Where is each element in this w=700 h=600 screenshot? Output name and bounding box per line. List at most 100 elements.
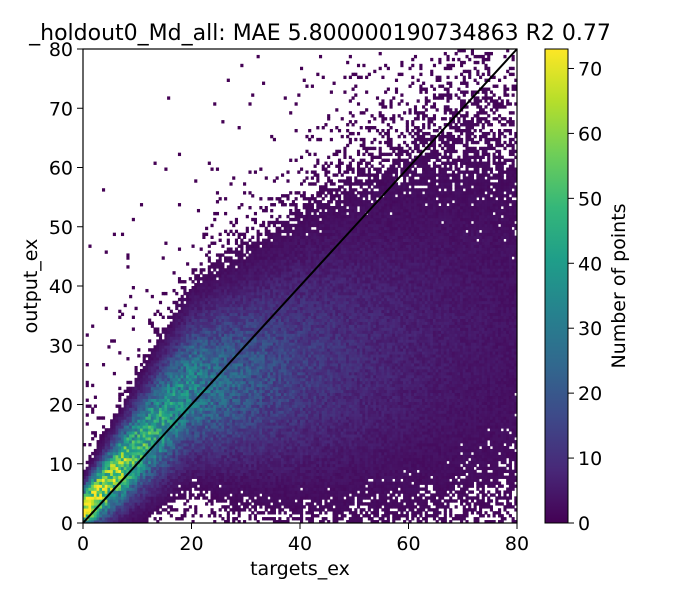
heatmap-cell — [251, 294, 255, 299]
heatmap-cell — [186, 484, 190, 488]
heatmap-cell — [234, 457, 239, 462]
heatmap-cell — [272, 451, 276, 456]
heatmap-cell — [199, 374, 203, 379]
heatmap-cell — [215, 262, 220, 266]
heatmap-cell — [221, 291, 225, 296]
heatmap-cell — [267, 428, 271, 432]
heatmap-cell — [275, 460, 279, 465]
heatmap-cell — [115, 419, 119, 423]
heatmap-cell — [259, 448, 263, 453]
heatmap-cell — [256, 354, 260, 358]
heatmap-cell — [172, 466, 176, 471]
heatmap-cell — [150, 440, 154, 444]
heatmap-cell — [104, 490, 108, 494]
heatmap-cell — [234, 386, 239, 391]
heatmap-cell — [275, 330, 279, 334]
heatmap-cell — [232, 469, 236, 474]
heatmap-cell — [270, 342, 274, 346]
heatmap-cell — [259, 300, 263, 305]
heatmap-cell — [272, 499, 276, 503]
heatmap-cell — [186, 327, 190, 331]
heatmap-cell — [115, 517, 119, 521]
heatmap-cell — [188, 428, 192, 432]
heatmap-cell — [85, 514, 89, 518]
heatmap-cell — [218, 303, 222, 308]
heatmap-cell — [175, 413, 179, 417]
heatmap-cell — [256, 496, 260, 500]
heatmap-cell — [215, 280, 220, 284]
heatmap-cell — [245, 401, 249, 405]
heatmap-cell — [215, 365, 220, 370]
heatmap-cell — [131, 448, 135, 453]
heatmap-cell — [270, 428, 274, 432]
heatmap-cell — [177, 309, 182, 314]
heatmap-cell — [256, 271, 260, 275]
heatmap-cell — [134, 368, 138, 373]
heatmap-cell — [186, 333, 190, 337]
heatmap-cell — [164, 478, 168, 482]
heatmap-cell — [188, 413, 192, 417]
heatmap-cell — [237, 395, 241, 399]
heatmap-cell — [221, 327, 225, 331]
heatmap-cell — [207, 345, 211, 349]
heatmap-cell — [156, 309, 160, 314]
heatmap-cell — [226, 241, 230, 245]
heatmap-cell — [167, 368, 171, 373]
heatmap-cell — [150, 472, 154, 476]
heatmap-cell — [215, 327, 220, 331]
heatmap-cell — [248, 451, 252, 456]
heatmap-cell — [275, 431, 279, 435]
heatmap-cell — [153, 457, 157, 462]
heatmap-cell — [142, 422, 146, 426]
heatmap-cell — [202, 312, 206, 317]
heatmap-cell — [229, 291, 233, 296]
heatmap-cell — [83, 469, 87, 474]
heatmap-cell — [243, 508, 247, 512]
heatmap-cell — [240, 425, 244, 429]
heatmap-cell — [118, 419, 122, 423]
heatmap-cell — [196, 288, 201, 293]
heatmap-cell — [259, 321, 263, 325]
heatmap-cell — [145, 496, 149, 500]
heatmap-cell — [194, 312, 198, 317]
heatmap-cell — [253, 463, 257, 468]
heatmap-cell — [196, 318, 201, 322]
heatmap-cell — [205, 395, 209, 399]
heatmap-cell — [129, 416, 133, 420]
heatmap-cell — [191, 466, 195, 471]
heatmap-cell — [134, 413, 138, 417]
heatmap-cell — [180, 324, 184, 328]
heatmap-cell — [272, 315, 276, 319]
heatmap-cell — [205, 274, 209, 278]
heatmap-cell — [202, 487, 206, 491]
heatmap-cell — [264, 360, 268, 364]
heatmap-cell — [245, 294, 249, 299]
heatmap-cell — [129, 386, 133, 391]
heatmap-cell — [251, 395, 255, 399]
heatmap-cell — [232, 502, 236, 506]
heatmap-cell — [205, 277, 209, 281]
heatmap-cell — [243, 392, 247, 397]
heatmap-cell — [245, 466, 249, 471]
heatmap-cell — [137, 425, 141, 429]
heatmap-cell — [270, 271, 274, 275]
heatmap-cell — [210, 407, 214, 411]
heatmap-cell — [150, 434, 154, 438]
heatmap-cell — [278, 348, 282, 352]
heatmap-cell — [270, 321, 274, 325]
heatmap-cell — [218, 336, 222, 340]
heatmap-cell — [275, 336, 279, 340]
heatmap-cell — [196, 306, 201, 311]
heatmap-cell — [186, 445, 190, 450]
heatmap-cell — [256, 277, 260, 281]
heatmap-cell — [232, 377, 236, 382]
heatmap-cell — [188, 454, 192, 459]
heatmap-cell — [142, 410, 146, 414]
heatmap-cell — [207, 395, 211, 399]
heatmap-cell — [156, 339, 160, 343]
heatmap-cell — [248, 294, 252, 299]
heatmap-cell — [139, 487, 144, 491]
heatmap-cell — [253, 484, 257, 488]
heatmap-cell — [161, 398, 165, 402]
heatmap-cell — [169, 413, 173, 417]
